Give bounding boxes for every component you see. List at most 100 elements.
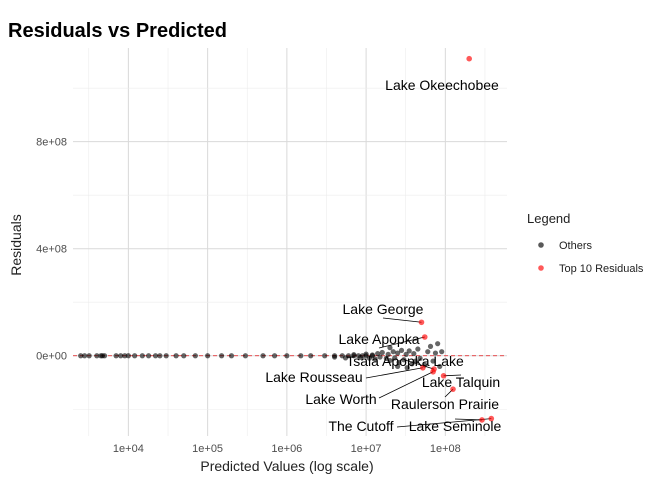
annotation-leader xyxy=(378,371,434,399)
point-others xyxy=(118,353,124,359)
point-others xyxy=(401,357,407,363)
x-tick-label: 1e+06 xyxy=(271,443,302,455)
point-others xyxy=(415,346,421,352)
point-top-residual xyxy=(418,319,425,326)
point-others xyxy=(425,349,431,355)
point-others xyxy=(435,341,441,347)
point-others xyxy=(369,352,375,358)
point-others xyxy=(392,355,398,361)
point-others xyxy=(411,350,417,357)
point-label: Lake Talquin xyxy=(422,374,500,390)
point-others xyxy=(181,353,187,359)
point-others xyxy=(163,353,169,359)
point-others xyxy=(390,349,396,355)
annotation-leader xyxy=(443,374,462,377)
point-others xyxy=(395,350,401,356)
y-axis-title: Residuals xyxy=(8,214,24,275)
point-label: Lake George xyxy=(343,301,424,317)
point-others xyxy=(322,353,328,359)
point-others xyxy=(173,353,179,359)
point-label: Lake Apopka xyxy=(339,331,420,347)
point-others xyxy=(94,353,100,359)
point-others xyxy=(284,353,290,359)
point-others xyxy=(218,353,225,359)
point-others xyxy=(430,358,436,364)
point-top-residual xyxy=(440,372,447,379)
point-others xyxy=(205,353,211,359)
x-tick-label: 1e+07 xyxy=(351,443,382,455)
point-others xyxy=(331,354,338,360)
annotation-leader xyxy=(404,359,435,370)
y-axis-ticks: 0e+00 4e+08 8e+08 xyxy=(36,137,67,363)
legend: Legend Others Top 10 Residuals xyxy=(527,211,644,275)
point-label: Tsala Apopka Lake xyxy=(346,353,464,369)
legend-label-others: Others xyxy=(559,240,593,252)
point-others xyxy=(146,353,152,359)
point-others xyxy=(404,365,410,371)
y-tick-label: 8e+08 xyxy=(36,137,67,149)
point-others xyxy=(260,353,266,359)
point-others xyxy=(387,345,393,351)
point-others xyxy=(363,351,369,357)
point-others xyxy=(427,343,434,349)
point-top-residual xyxy=(479,417,485,423)
point-others xyxy=(113,353,119,359)
point-others xyxy=(403,351,409,357)
point-others xyxy=(398,347,405,353)
point-others xyxy=(125,353,131,359)
point-others xyxy=(439,349,445,355)
point-others xyxy=(152,353,159,359)
y-tick-label: 0e+00 xyxy=(36,351,67,363)
annotation-leader xyxy=(454,418,482,421)
point-top-residual xyxy=(421,334,428,340)
point-others xyxy=(139,353,145,359)
x-tick-label: 1e+04 xyxy=(113,443,144,455)
point-label: Lake Okeechobee xyxy=(385,77,499,93)
chart-title: Residuals vs Predicted xyxy=(8,20,227,42)
point-others xyxy=(387,357,393,364)
point-others xyxy=(417,355,423,361)
x-axis-ticks: 1e+04 1e+05 1e+06 1e+07 1e+08 xyxy=(113,443,461,455)
point-annotations: Lake Okeechobee Lake George Lake Apopka Tsa… xyxy=(265,77,501,434)
point-others xyxy=(157,353,163,359)
legend-swatch-others xyxy=(538,242,544,248)
point-others xyxy=(228,353,235,359)
point-others xyxy=(132,353,138,359)
point-label: The Cutoff xyxy=(328,418,393,434)
point-others xyxy=(308,353,314,359)
annotation-leaders xyxy=(365,317,492,428)
y-tick-label: 4e+08 xyxy=(36,244,67,256)
point-others xyxy=(379,349,385,356)
point-others xyxy=(395,363,401,370)
point-others xyxy=(78,353,84,359)
point-label: Lake Seminole xyxy=(409,418,502,434)
x-tick-label: 1e+05 xyxy=(192,443,223,455)
point-others xyxy=(432,350,439,356)
point-others xyxy=(192,353,198,359)
point-others xyxy=(271,353,278,359)
point-top-residual xyxy=(430,368,436,375)
legend-swatch-top10 xyxy=(538,265,544,271)
point-top-residual xyxy=(420,364,426,371)
point-top-residual xyxy=(466,55,472,62)
point-others xyxy=(357,354,364,360)
legend-label-top10: Top 10 Residuals xyxy=(559,263,644,275)
point-top-residual xyxy=(450,386,456,392)
point-others xyxy=(406,348,412,354)
annotation-leader xyxy=(365,367,423,379)
point-others xyxy=(437,363,443,370)
point-others xyxy=(242,353,249,359)
point-others xyxy=(86,353,92,359)
annotation-leader xyxy=(382,317,422,323)
point-label: Raulerson Prairie xyxy=(391,396,499,412)
x-axis-title: Predicted Values (log scale) xyxy=(200,458,373,474)
point-others xyxy=(122,353,128,359)
point-others xyxy=(377,354,383,360)
legend-title: Legend xyxy=(527,211,570,226)
point-others xyxy=(81,353,88,359)
point-others xyxy=(342,355,349,361)
point-others xyxy=(372,356,378,362)
top-residual-points xyxy=(418,55,495,423)
point-others xyxy=(351,352,357,358)
